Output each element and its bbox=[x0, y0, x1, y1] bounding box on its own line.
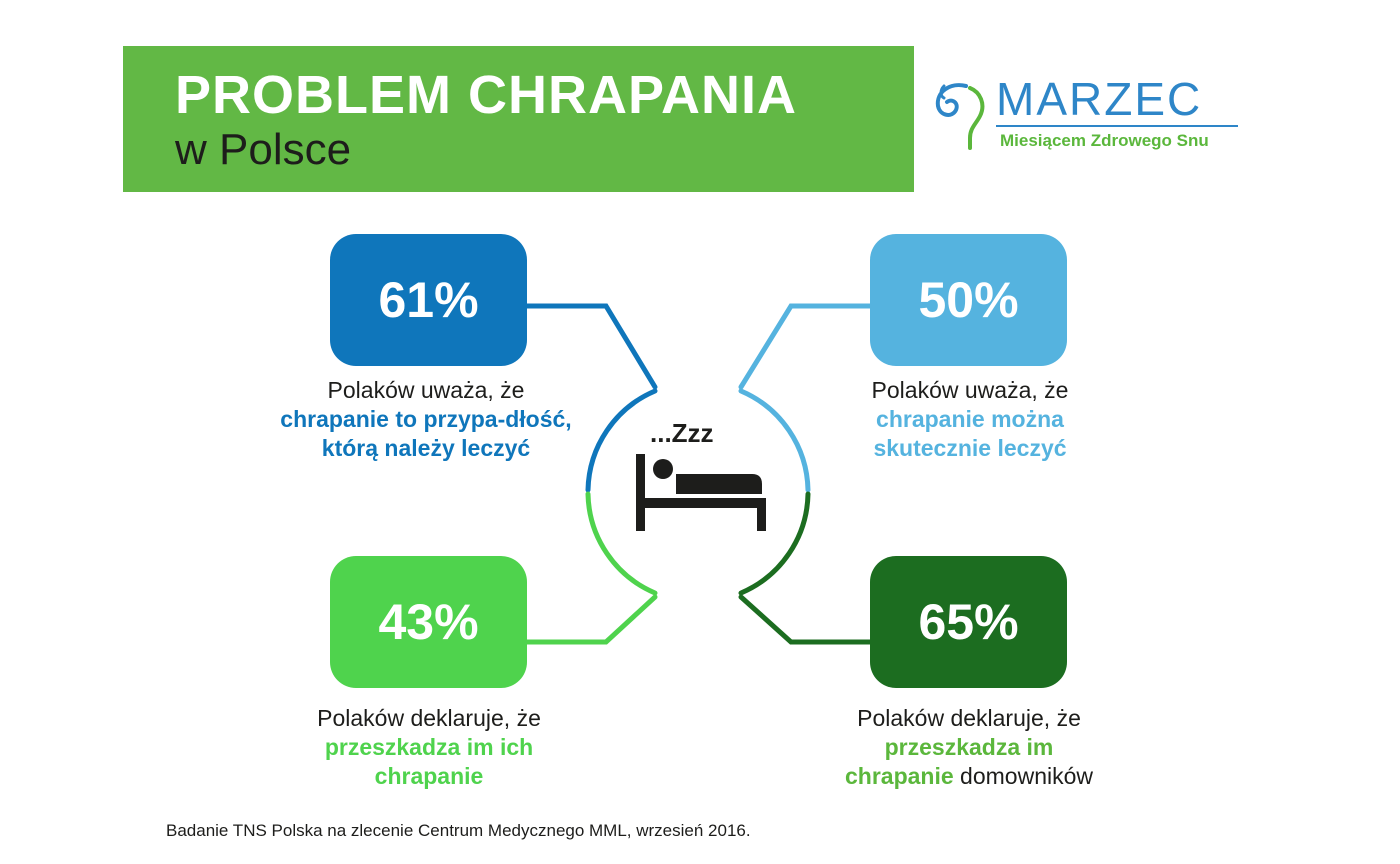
description-text-after: domowników bbox=[960, 763, 1093, 789]
description-highlight: przeszkadza im chrapanie bbox=[845, 734, 1054, 789]
stat-description-43: Polaków deklaruje, że przeszkadza im ich… bbox=[279, 704, 579, 791]
description-text: Polaków deklaruje, że bbox=[317, 705, 541, 731]
stat-value: 65% bbox=[918, 594, 1019, 650]
page-subtitle: w Polsce bbox=[175, 125, 352, 174]
marzec-logo: MARZEC Miesiącem Zdrowego Snu bbox=[930, 74, 1250, 154]
description-text: Polaków uważa, że bbox=[871, 377, 1069, 403]
head-swirl-icon bbox=[935, 83, 985, 150]
logo-divider bbox=[996, 125, 1238, 127]
stat-value: 50% bbox=[918, 272, 1019, 328]
connector-top-right bbox=[738, 303, 873, 390]
stat-box-61: 61% bbox=[330, 234, 527, 366]
connector-top-left bbox=[524, 303, 658, 390]
description-highlight: chrapanie można skutecznie leczyć bbox=[873, 406, 1067, 461]
arc-bottom-right bbox=[738, 491, 811, 596]
stat-description-65: Polaków deklaruje, że przeszkadza im chr… bbox=[814, 704, 1124, 791]
stat-box-50: 50% bbox=[870, 234, 1067, 366]
description-highlight: przeszkadza im ich chrapanie bbox=[324, 734, 534, 789]
stat-description-50: Polaków uważa, że chrapanie można skutec… bbox=[815, 376, 1125, 463]
connector-bottom-right bbox=[738, 594, 873, 645]
header-banner: PROBLEM CHRAPANIA w Polsce bbox=[123, 46, 914, 192]
connector-bottom-left bbox=[524, 594, 658, 645]
stat-value: 43% bbox=[378, 594, 479, 650]
arc-top-right bbox=[738, 388, 811, 493]
description-text: Polaków uważa, że bbox=[327, 377, 525, 403]
stat-box-65: 65% bbox=[870, 556, 1067, 688]
logo-tagline: Miesiącem Zdrowego Snu bbox=[1000, 131, 1209, 150]
description-highlight: chrapanie to przypa-dłość, którą należy … bbox=[280, 406, 572, 461]
arc-top-left bbox=[585, 388, 658, 493]
sleeping-person-bed-icon: ...Zzz bbox=[636, 418, 766, 531]
source-note: Badanie TNS Polska na zlecenie Centrum M… bbox=[166, 821, 751, 840]
snore-text: ...Zzz bbox=[650, 418, 714, 448]
description-text: Polaków deklaruje, że bbox=[857, 705, 1081, 731]
stat-description-61: Polaków uważa, że chrapanie to przypa-dł… bbox=[276, 376, 576, 463]
stat-value: 61% bbox=[378, 272, 479, 328]
arc-bottom-left bbox=[585, 491, 658, 596]
stat-box-43: 43% bbox=[330, 556, 527, 688]
logo-wordmark: MARZEC bbox=[996, 73, 1203, 125]
page-title: PROBLEM CHRAPANIA bbox=[175, 65, 797, 125]
